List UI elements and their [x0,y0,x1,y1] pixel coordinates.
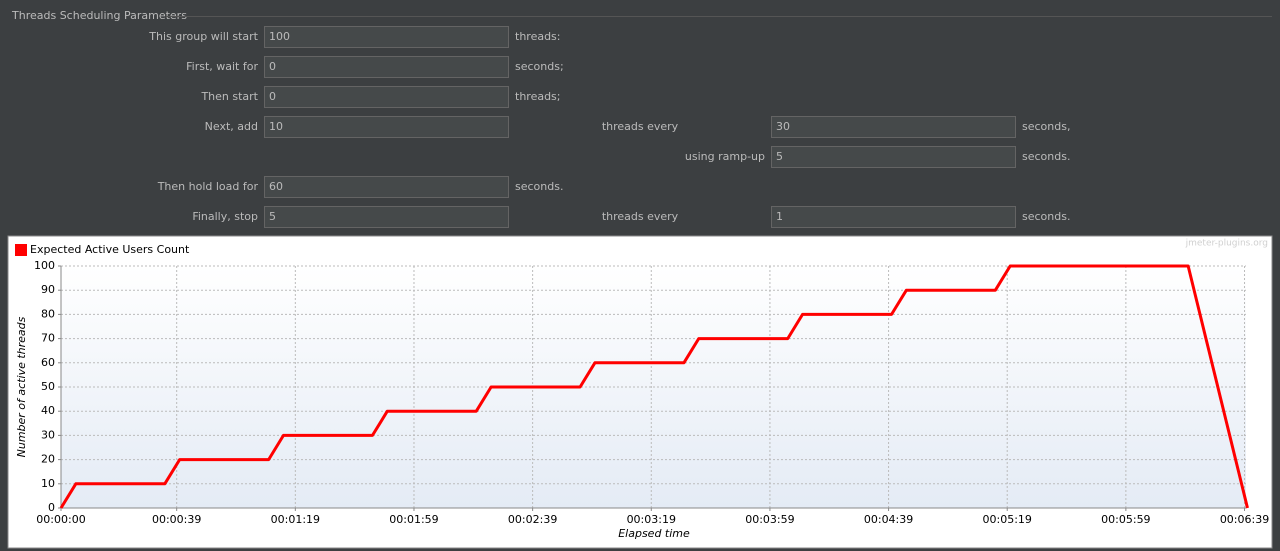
x-tick-label: 00:03:19 [627,513,676,526]
field-suffix: seconds; [515,60,564,73]
y-tick-label: 20 [41,453,55,466]
x-tick-label: 00:01:59 [389,513,438,526]
field-suffix: seconds. [1022,150,1071,163]
field-label: Then start [201,90,258,103]
x-tick-label: 00:01:19 [271,513,320,526]
x-axis-label: Elapsed time [618,527,690,540]
text-field[interactable]: 1 [771,206,1016,228]
x-tick-label: 00:05:19 [983,513,1032,526]
field-suffix: seconds, [1022,120,1071,133]
y-tick-label: 100 [34,259,55,272]
field-suffix: threads: [515,30,561,43]
x-tick-label: 00:05:59 [1101,513,1150,526]
y-tick-label: 60 [41,356,55,369]
y-tick-label: 30 [41,428,55,441]
y-tick-label: 70 [41,332,55,345]
y-tick-label: 80 [41,307,55,320]
x-tick-label: 00:03:59 [745,513,794,526]
x-tick-label: 00:06:39 [1220,513,1269,526]
legend-swatch [15,244,27,256]
text-field[interactable]: 5 [771,146,1016,168]
text-field[interactable]: 0 [264,86,509,108]
field-suffix: seconds. [515,180,564,193]
field-label: First, wait for [186,60,258,73]
field-suffix: seconds. [1022,210,1071,223]
separator [166,16,1272,17]
y-tick-label: 50 [41,380,55,393]
field-label: Next, add [204,120,258,133]
y-tick-label: 0 [48,501,55,514]
field-label: threads every [601,210,679,223]
x-tick-label: 00:00:39 [152,513,201,526]
field-label: using ramp-up [684,150,765,163]
text-field[interactable]: 60 [264,176,509,198]
y-tick-label: 90 [41,283,55,296]
text-field[interactable]: 0 [264,56,509,78]
y-tick-label: 10 [41,477,55,490]
x-tick-label: 00:00:00 [36,513,85,526]
text-field[interactable]: 5 [264,206,509,228]
legend-label: Expected Active Users Count [30,243,190,256]
field-label: This group will start [149,30,258,43]
y-axis-label: Number of active threads [15,316,28,457]
field-suffix: threads; [515,90,561,103]
text-field[interactable]: 10 [264,116,509,138]
watermark: jmeter-plugins.org [1185,239,1268,249]
panel-title: Threads Scheduling Parameters [12,9,187,22]
field-label: threads every [601,120,679,133]
field-label: Then hold load for [157,180,258,193]
x-tick-label: 00:02:39 [508,513,557,526]
text-field[interactable]: 100 [264,26,509,48]
field-label: Finally, stop [192,210,258,223]
y-tick-label: 40 [41,404,55,417]
line [59,264,1249,509]
text-field[interactable]: 30 [771,116,1016,138]
x-tick-label: 00:04:39 [864,513,913,526]
